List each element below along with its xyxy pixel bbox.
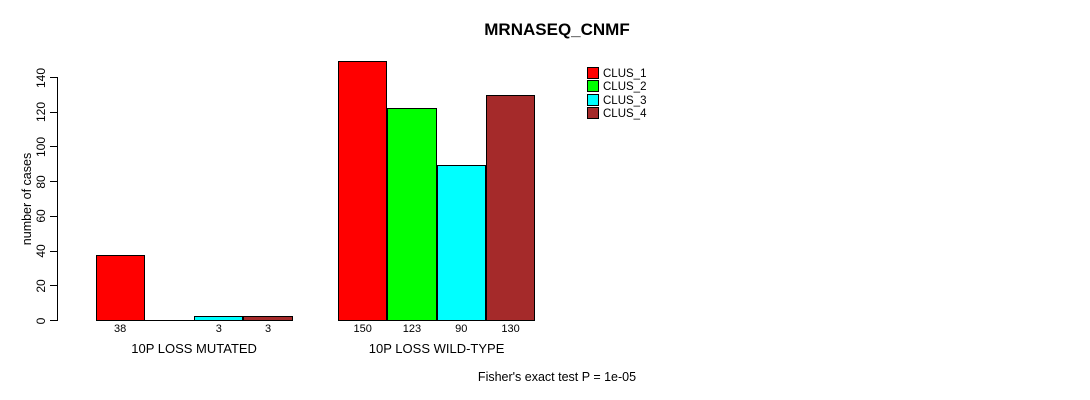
y-tick-label: 20	[34, 279, 48, 293]
y-axis-line	[57, 77, 58, 321]
legend-swatch-clus_1	[587, 67, 599, 79]
bar-clus_1-group1	[95, 255, 145, 321]
legend-label-clus_3: CLUS_3	[603, 94, 647, 107]
y-tick-label: 120	[34, 102, 48, 123]
y-axis-label: number of cases	[20, 152, 34, 246]
legend-label-clus_1: CLUS_1	[603, 68, 647, 80]
bar-clus_2-group1-zero	[144, 320, 195, 321]
y-tick-label: 60	[34, 209, 48, 224]
bar-clus_3-group1	[194, 315, 244, 321]
y-tick	[50, 285, 57, 287]
y-tick	[50, 146, 57, 148]
y-tick-label: 80	[34, 174, 48, 189]
y-tick	[50, 111, 57, 113]
bar-value-label: 123	[402, 323, 422, 335]
x-group-label-2: 10P LOSS WILD-TYPE	[368, 341, 505, 356]
bar-value-label: 3	[215, 323, 222, 335]
bar-value-label: 150	[353, 323, 372, 335]
footnote: Fisher's exact test P = 1e-05	[477, 370, 637, 384]
y-tick-label: 100	[34, 136, 48, 157]
x-group-label-1: 10P LOSS MUTATED	[131, 341, 257, 356]
y-tick	[50, 320, 57, 321]
y-tick	[50, 215, 57, 217]
bar-clus_3-group2	[436, 164, 486, 321]
bar-clus_4-group2	[485, 95, 536, 321]
bar-clus_1-group2	[338, 60, 388, 321]
y-tick-label: 40	[34, 244, 48, 258]
bar-value-label: 3	[264, 323, 272, 335]
y-tick	[50, 181, 57, 183]
legend-label-clus_4: CLUS_4	[603, 108, 647, 121]
y-tick-label: 140	[34, 67, 48, 88]
bar-clus_4-group1	[243, 315, 293, 321]
y-tick	[50, 250, 57, 252]
legend-label-clus_2: CLUS_2	[603, 81, 647, 94]
bar-value-label: 38	[114, 323, 127, 335]
bar-value-label: 130	[501, 323, 520, 335]
y-tick	[50, 77, 57, 78]
bar-clus_2-group2	[387, 107, 437, 321]
chart-title: MRNASEQ_CNMF	[484, 20, 630, 39]
legend-swatch-clus_4	[587, 107, 599, 120]
bar-value-label: 90	[455, 323, 468, 335]
y-tick-label: 0	[34, 317, 48, 324]
legend-swatch-clus_3	[587, 93, 599, 106]
legend-swatch-clus_2	[587, 80, 599, 93]
